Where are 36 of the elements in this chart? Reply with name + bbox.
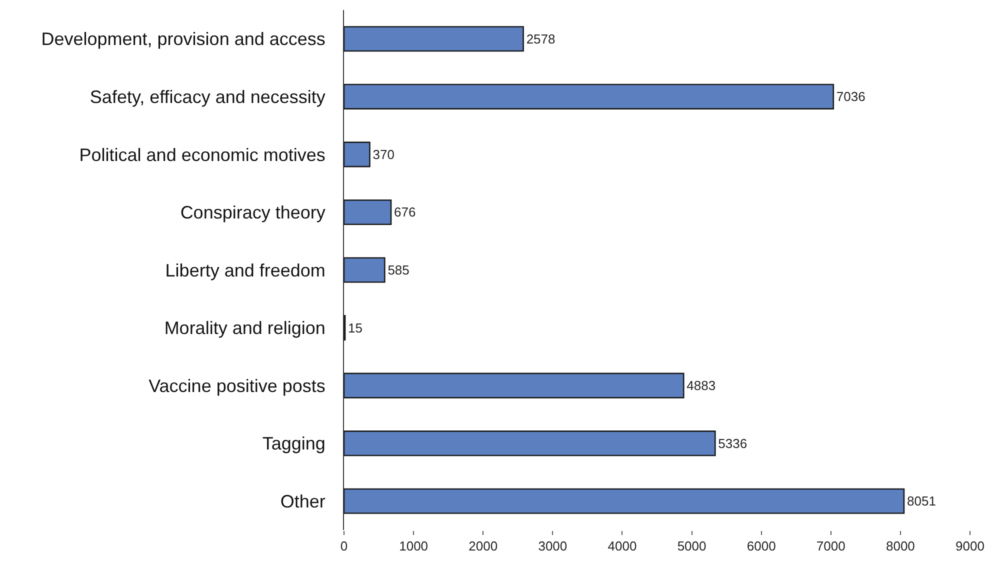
- data-label: 370: [372, 146, 394, 162]
- y-tick-label: Safety, efficacy and necessity: [90, 86, 326, 107]
- data-label: 7036: [836, 89, 866, 104]
- data-label: 4883: [686, 378, 716, 394]
- data-label: 676: [394, 204, 416, 220]
- y-tick-label: Liberty and freedom: [165, 260, 326, 280]
- y-tick-label: Development, provision and access: [41, 29, 326, 50]
- y-tick-label: Political and economic motives: [79, 144, 326, 165]
- x-tick-label: 2000: [468, 538, 498, 554]
- x-tick-label: 3000: [538, 538, 568, 554]
- bar: [344, 430, 716, 456]
- x-tick-label: 8000: [886, 538, 915, 554]
- x-tick-label: 6000: [746, 538, 776, 554]
- data-label: 5336: [718, 436, 748, 451]
- bar: [344, 199, 392, 226]
- data-label: 585: [388, 262, 410, 278]
- bar: [344, 26, 524, 52]
- y-tick-label: Morality and religion: [164, 318, 326, 338]
- data-label: 8051: [906, 494, 936, 509]
- bar: [344, 142, 370, 168]
- x-tick-label: 9000: [956, 538, 984, 554]
- y-tick-label: Vaccine positive posts: [148, 376, 326, 396]
- x-tick-label: 7000: [816, 538, 846, 554]
- x-tick-label: 1000: [399, 538, 428, 554]
- bar: [344, 257, 386, 283]
- x-tick-label: 5000: [677, 538, 706, 554]
- data-label: 15: [348, 320, 363, 336]
- bar: [344, 372, 684, 398]
- x-tick-label: 0: [340, 538, 348, 554]
- bar: [344, 488, 905, 514]
- y-tick-label: Tagging: [262, 434, 326, 454]
- y-tick-label: Other: [280, 491, 326, 512]
- y-tick-label: Conspiracy theory: [180, 202, 326, 223]
- bar: [344, 84, 834, 110]
- x-tick-label: 4000: [608, 538, 637, 554]
- data-label: 2578: [526, 31, 556, 46]
